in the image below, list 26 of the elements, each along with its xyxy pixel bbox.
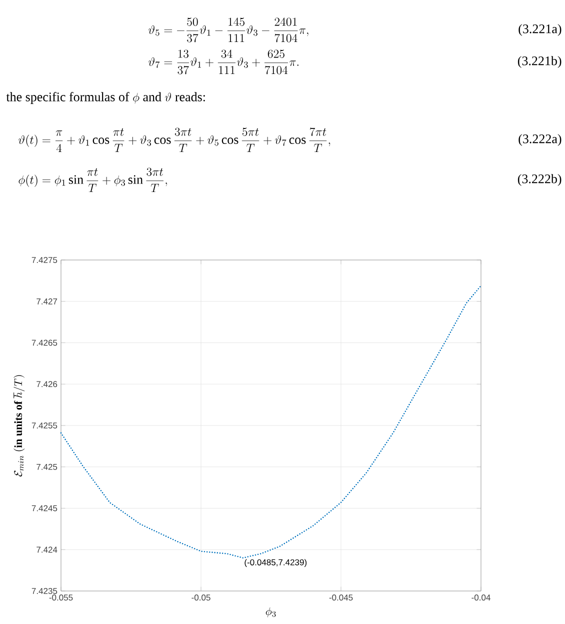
y-tick-label: 7.4255: [32, 422, 58, 428]
x-tick-label: -0.05: [192, 594, 210, 601]
x-tick-label: -0.045: [329, 594, 353, 601]
text: (3.222a): [518, 134, 562, 146]
x-tick-label: -0.04: [472, 594, 490, 601]
text: $\mbox{the specific formulas of } \phi \mbox{ and } \vartheta \mbox{ reads:}$: [6, 92, 205, 104]
y-tick-label: 7.427: [36, 298, 58, 304]
x-tick-label: -0.055: [49, 594, 73, 601]
y-tick-label: 7.424: [36, 546, 58, 553]
text: $\phi(t) = \phi_1\sin\frac{\pi t}{T} + \phi_3\sin\frac{3\pi t}{T},$: [18, 168, 167, 192]
y-tick-label: 7.425: [36, 464, 58, 470]
y-tick-label: 7.426: [36, 381, 58, 388]
line-series: [60, 285, 482, 559]
text: $\vartheta_7 = \frac{13}{37}\vartheta_1 + \frac{34}{111}\vartheta_3 + \frac{625}{7104}\pi.$: [148, 50, 298, 74]
text: (3.221a): [518, 24, 562, 36]
y-tick-label: 7.4265: [32, 340, 58, 346]
y-tick-label: 7.4245: [32, 505, 58, 512]
y-tick-label: 7.4235: [32, 588, 58, 594]
x-axis-title: $\phi_3$: [266, 607, 276, 618]
annotation: (-0.0485,7.4239): [244, 559, 307, 568]
y-tick-label: 7.4275: [32, 256, 58, 264]
text: $\vartheta(t) = \frac{\pi}{4} + \vartheta_1\cos\frac{\pi t}{T} + \vartheta_3\cos\frac{3\pi t}{T} + \vartheta_5\cos\frac{5\pi t}{T} + \vartheta_7\cos\frac{7\pi t}{T},$: [18, 128, 330, 152]
text: (3.221b): [518, 56, 562, 68]
text: $\vartheta_5 = -\frac{50}{37}\vartheta_1 - \frac{145}{111}\vartheta_3 - \frac{2401}{7104}\pi,$: [148, 18, 308, 42]
y-axis-title: $\mathcal{E}_{min}\ \mathbf{(in\ units\ of\ }\hbar/T\mathbf{)}$: [14, 375, 25, 477]
text: (3.222b): [518, 174, 562, 186]
